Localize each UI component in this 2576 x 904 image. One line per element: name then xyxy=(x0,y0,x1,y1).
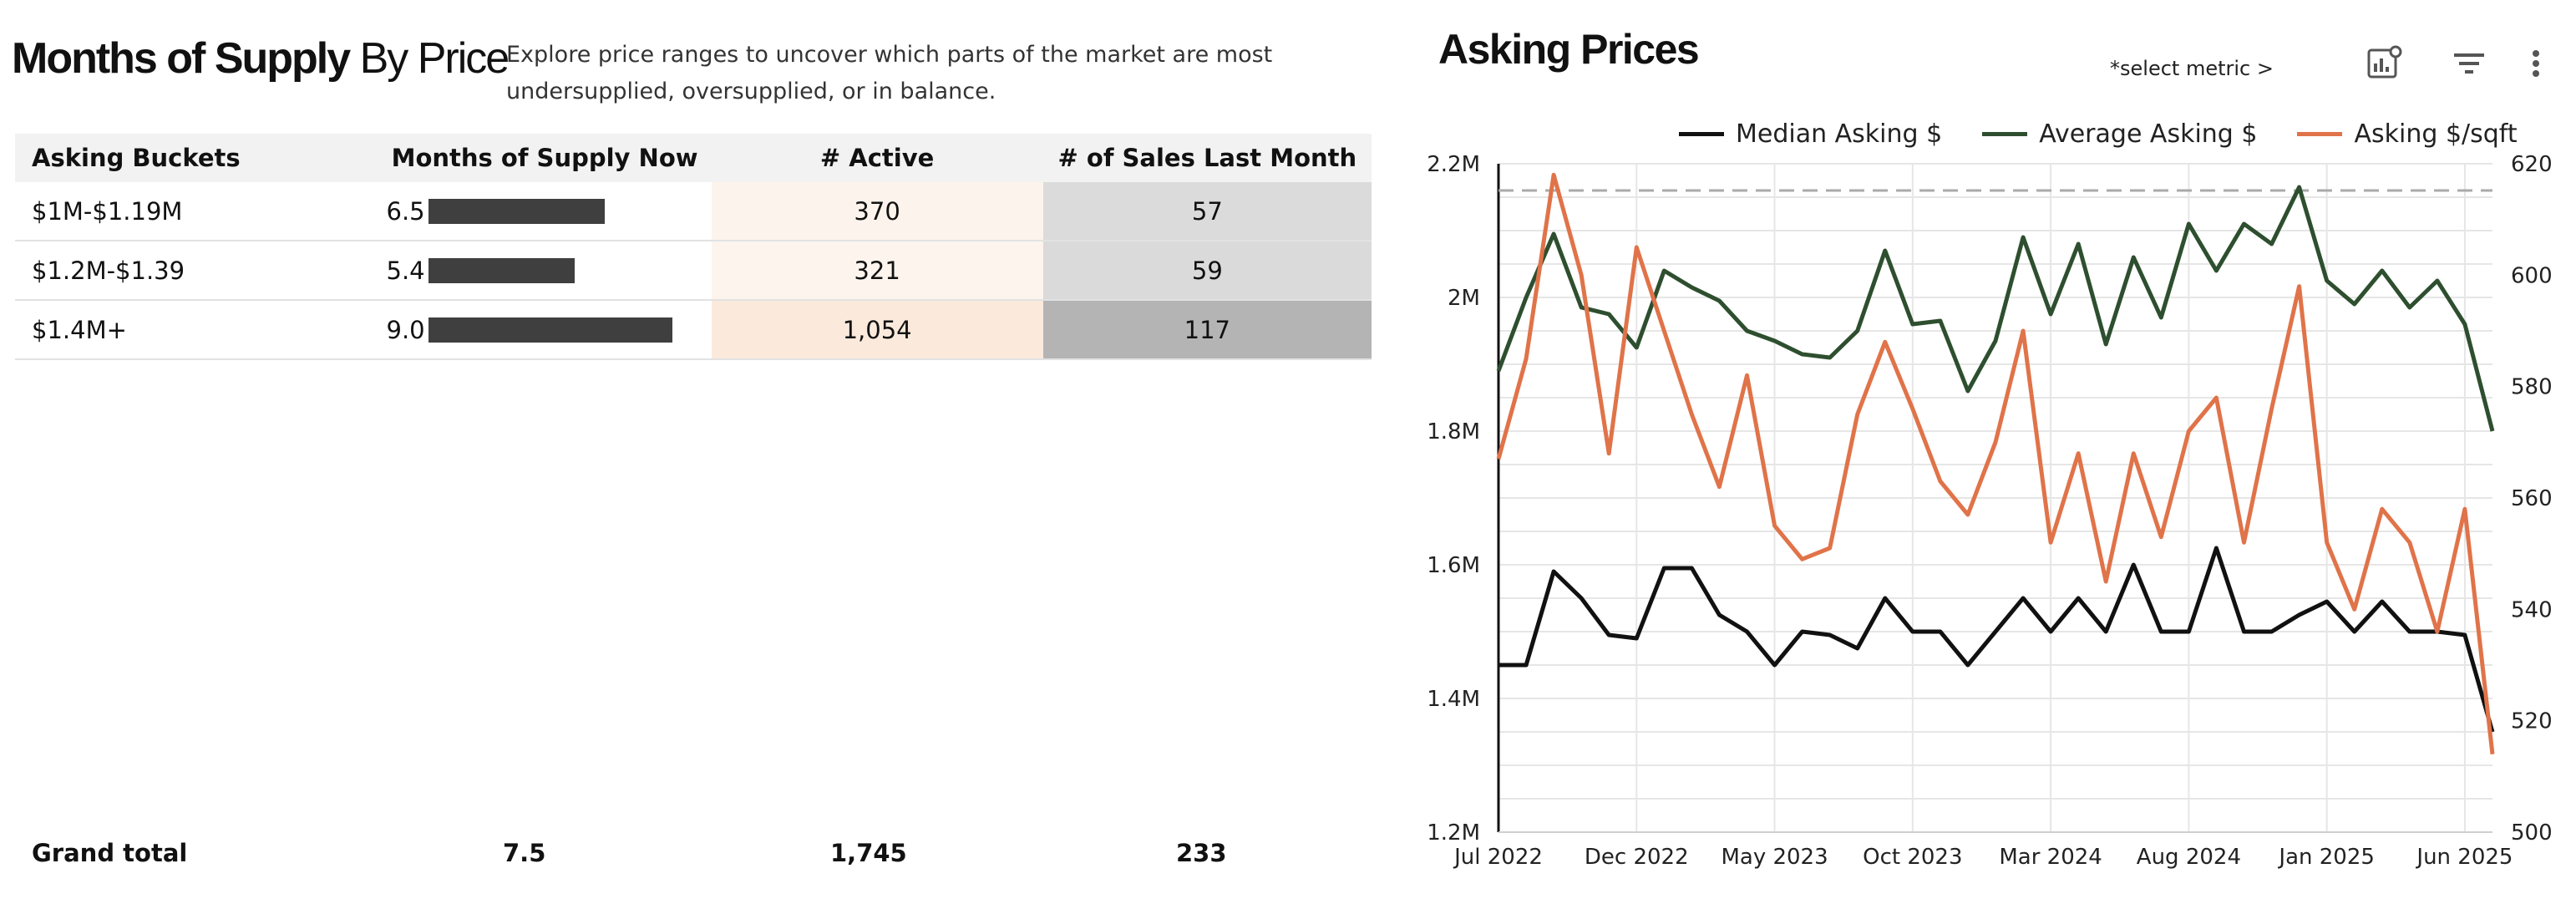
cell-months: 5.4 xyxy=(378,241,712,301)
y-right-tick-label: 520 xyxy=(2511,709,2553,734)
title-bold: Months of Supply xyxy=(12,34,351,83)
title-regular: By Price xyxy=(349,34,510,83)
months-of-supply-panel: Months of Supply By Price Explore price … xyxy=(12,33,1372,879)
x-tick-label: Dec 2022 xyxy=(1585,845,1689,870)
legend-average-label: Average Asking $ xyxy=(2039,119,2258,149)
legend-sqft-swatch xyxy=(2297,131,2343,136)
more-vert-icon[interactable] xyxy=(2516,43,2556,84)
column-header-sales[interactable]: # of Sales Last Month xyxy=(1042,134,1372,182)
y-left-tick-label: 2M xyxy=(1448,286,1480,311)
y-left-tick-label: 1.6M xyxy=(1427,553,1480,578)
y-right-tick-label: 560 xyxy=(2511,486,2553,511)
grand-total-row: Grand total 7.5 1,745 233 xyxy=(15,829,1372,879)
chart-settings-icon[interactable] xyxy=(2364,43,2404,84)
grand-total-sales: 233 xyxy=(1176,839,1227,867)
months-bar-wrap: 9.0 xyxy=(28,316,712,344)
cell-months: 9.0 xyxy=(378,300,712,360)
x-tick-label: Oct 2023 xyxy=(1863,845,1962,870)
x-tick-label: May 2023 xyxy=(1721,845,1828,870)
x-tick-label: Aug 2024 xyxy=(2137,845,2241,870)
months-value: 5.4 xyxy=(386,256,425,285)
table-row[interactable]: $1M-$1.19M 6.5 370 57 xyxy=(15,182,1372,241)
table-body: $1M-$1.19M 6.5 370 57 $1.2M-$1.39 5.4 321 59 $1.… xyxy=(15,182,1372,360)
cell-bucket: $1M-$1.19M xyxy=(15,182,378,241)
months-bar xyxy=(428,317,672,343)
column-header-active[interactable]: # Active xyxy=(711,134,1043,182)
series-average-line[interactable] xyxy=(1496,185,2495,432)
chart-title: Asking Prices xyxy=(1438,26,1700,73)
months-bar-wrap: 6.5 xyxy=(28,197,712,226)
grand-total-active: 1,745 xyxy=(830,839,907,867)
months-value: 6.5 xyxy=(386,196,425,226)
y-left-tick-label: 1.8M xyxy=(1427,419,1480,444)
asking-prices-chart: 1.2M 1.4M 1.6M 1.8M 2M 2.2M 500 520 540 560 580 600… xyxy=(1427,152,2553,870)
cell-active: 321 xyxy=(711,241,1043,301)
months-bar-wrap: 5.4 xyxy=(28,256,712,285)
y-right-tick-label: 580 xyxy=(2511,375,2553,400)
supply-table: Asking Buckets Months of Supply Now # Ac… xyxy=(15,134,1372,360)
x-tick-label: Jan 2025 xyxy=(2277,845,2375,870)
months-bar xyxy=(428,198,605,224)
x-tick-label: Mar 2024 xyxy=(1999,845,2102,870)
cell-months: 6.5 xyxy=(378,182,712,241)
table-row[interactable]: $1.4M+ 9.0 1,054 117 xyxy=(15,300,1372,360)
cell-sales: 117 xyxy=(1042,300,1372,360)
chart-legend: Median Asking $ Average Asking $ Asking … xyxy=(1679,117,2518,150)
months-value: 9.0 xyxy=(386,315,425,344)
asking-prices-panel: Asking Prices *select metric > Median As… xyxy=(1387,0,2576,904)
legend-average[interactable]: Average Asking $ xyxy=(1982,117,2257,150)
select-metric-link[interactable]: *select metric > xyxy=(2110,57,2274,80)
table-row[interactable]: $1.2M-$1.39 5.4 321 59 xyxy=(15,241,1372,301)
series-sqft-line[interactable] xyxy=(1496,172,2495,754)
series-median-line[interactable] xyxy=(1498,546,2495,733)
y-right-tick-label: 600 xyxy=(2511,263,2553,288)
y-left-tick-label: 1.4M xyxy=(1427,687,1480,712)
legend-sqft[interactable]: Asking $/sqft xyxy=(2297,117,2518,150)
cell-active: 370 xyxy=(711,182,1043,241)
legend-median[interactable]: Median Asking $ xyxy=(1679,117,1942,150)
filter-icon[interactable] xyxy=(2449,43,2489,84)
cell-active: 1,054 xyxy=(711,300,1043,360)
table-header-row: Asking Buckets Months of Supply Now # Ac… xyxy=(15,134,1372,182)
y-right-tick-label: 620 xyxy=(2511,152,2553,177)
x-tick-label: Jun 2025 xyxy=(2415,845,2513,870)
page-title: Months of Supply By Price xyxy=(12,33,510,84)
y-left-tick-label: 1.2M xyxy=(1427,820,1480,846)
cell-sales: 57 xyxy=(1042,182,1372,241)
y-right-tick-label: 540 xyxy=(2511,597,2553,622)
legend-median-swatch xyxy=(1679,131,1724,136)
months-bar xyxy=(428,257,575,283)
column-header-months[interactable]: Months of Supply Now xyxy=(378,134,712,182)
legend-median-label: Median Asking $ xyxy=(1736,119,1943,149)
panel-description: Explore price ranges to uncover which pa… xyxy=(506,42,1273,104)
grand-total-label: Grand total xyxy=(32,839,188,867)
legend-average-swatch xyxy=(1982,131,2028,136)
grand-total-months: 7.5 xyxy=(503,839,546,867)
y-right-tick-label: 500 xyxy=(2511,820,2553,846)
y-left-tick-label: 2.2M xyxy=(1427,152,1480,177)
cell-bucket: $1.2M-$1.39 xyxy=(15,241,378,301)
cell-sales: 59 xyxy=(1042,241,1372,301)
legend-sqft-label: Asking $/sqft xyxy=(2354,119,2518,149)
x-tick-label: Jul 2022 xyxy=(1453,845,1543,870)
column-header-buckets[interactable]: Asking Buckets xyxy=(15,134,378,182)
cell-bucket: $1.4M+ xyxy=(15,300,378,360)
